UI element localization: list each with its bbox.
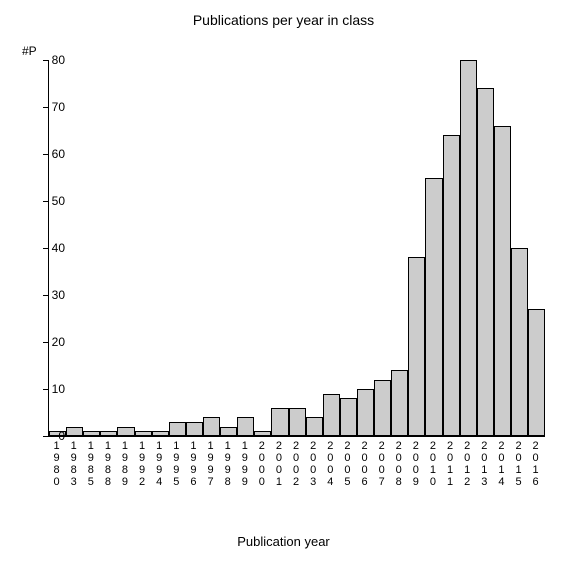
bar: [494, 126, 511, 436]
x-tick-label: 2002: [288, 440, 305, 488]
bar: [323, 394, 340, 436]
bar: [425, 178, 442, 437]
bar: [528, 309, 545, 436]
x-tick-label: 2006: [356, 440, 373, 488]
bar: [186, 422, 203, 436]
bar: [357, 389, 374, 436]
bar: [117, 427, 134, 436]
x-tick-label: 2015: [510, 440, 527, 488]
y-tick-label: 50: [35, 194, 65, 208]
bar: [83, 431, 100, 436]
bar: [203, 417, 220, 436]
chart-container: Publications per year in class #P 010203…: [0, 0, 567, 567]
x-tick-label: 1997: [202, 440, 219, 488]
x-tick-label: 2013: [476, 440, 493, 488]
y-tick-label: 20: [35, 335, 65, 349]
bar: [169, 422, 186, 436]
x-tick-label: 1980: [48, 440, 65, 488]
bar: [289, 408, 306, 436]
bar: [460, 60, 477, 436]
x-tick-label: 2008: [390, 440, 407, 488]
x-tick-label: 1994: [151, 440, 168, 488]
bar: [135, 431, 152, 436]
x-tick-label: 2009: [407, 440, 424, 488]
bar: [408, 257, 425, 436]
bar: [66, 427, 83, 436]
bar: [271, 408, 288, 436]
plot-area: [48, 60, 545, 437]
bar: [306, 417, 323, 436]
x-tick-labels: 1980198319851988198919921994199519961997…: [48, 440, 544, 488]
y-tick-label: 40: [35, 241, 65, 255]
bar: [511, 248, 528, 436]
y-tick-label: 60: [35, 147, 65, 161]
x-tick-label: 1983: [65, 440, 82, 488]
x-tick-label: 1989: [116, 440, 133, 488]
x-tick-label: 2011: [442, 440, 459, 488]
x-tick-label: 1992: [134, 440, 151, 488]
x-tick-label: 2012: [459, 440, 476, 488]
bar: [220, 427, 237, 436]
x-tick-label: 2001: [270, 440, 287, 488]
bar: [340, 398, 357, 436]
x-tick-label: 1996: [185, 440, 202, 488]
bar: [443, 135, 460, 436]
x-tick-label: 2005: [339, 440, 356, 488]
x-tick-label: 1985: [82, 440, 99, 488]
x-tick-label: 1995: [168, 440, 185, 488]
x-tick-label: 1988: [99, 440, 116, 488]
bars-group: [49, 60, 545, 436]
x-tick-label: 2016: [527, 440, 544, 488]
bar: [100, 431, 117, 436]
x-tick-label: 2000: [253, 440, 270, 488]
x-tick-label: 2003: [305, 440, 322, 488]
x-tick-label: 2010: [424, 440, 441, 488]
x-tick-label: 2007: [373, 440, 390, 488]
x-tick-label: 1999: [236, 440, 253, 488]
chart-title: Publications per year in class: [0, 12, 567, 28]
bar: [391, 370, 408, 436]
bar: [477, 88, 494, 436]
x-tick-label: 1998: [219, 440, 236, 488]
y-tick-label: 70: [35, 100, 65, 114]
y-tick-label: 10: [35, 382, 65, 396]
bar: [152, 431, 169, 436]
x-axis-label: Publication year: [0, 534, 567, 549]
bar: [374, 380, 391, 436]
y-tick-label: 80: [35, 53, 65, 67]
y-tick-label: 30: [35, 288, 65, 302]
bar: [254, 431, 271, 436]
x-tick-label: 2004: [322, 440, 339, 488]
bar: [237, 417, 254, 436]
x-tick-label: 2014: [493, 440, 510, 488]
